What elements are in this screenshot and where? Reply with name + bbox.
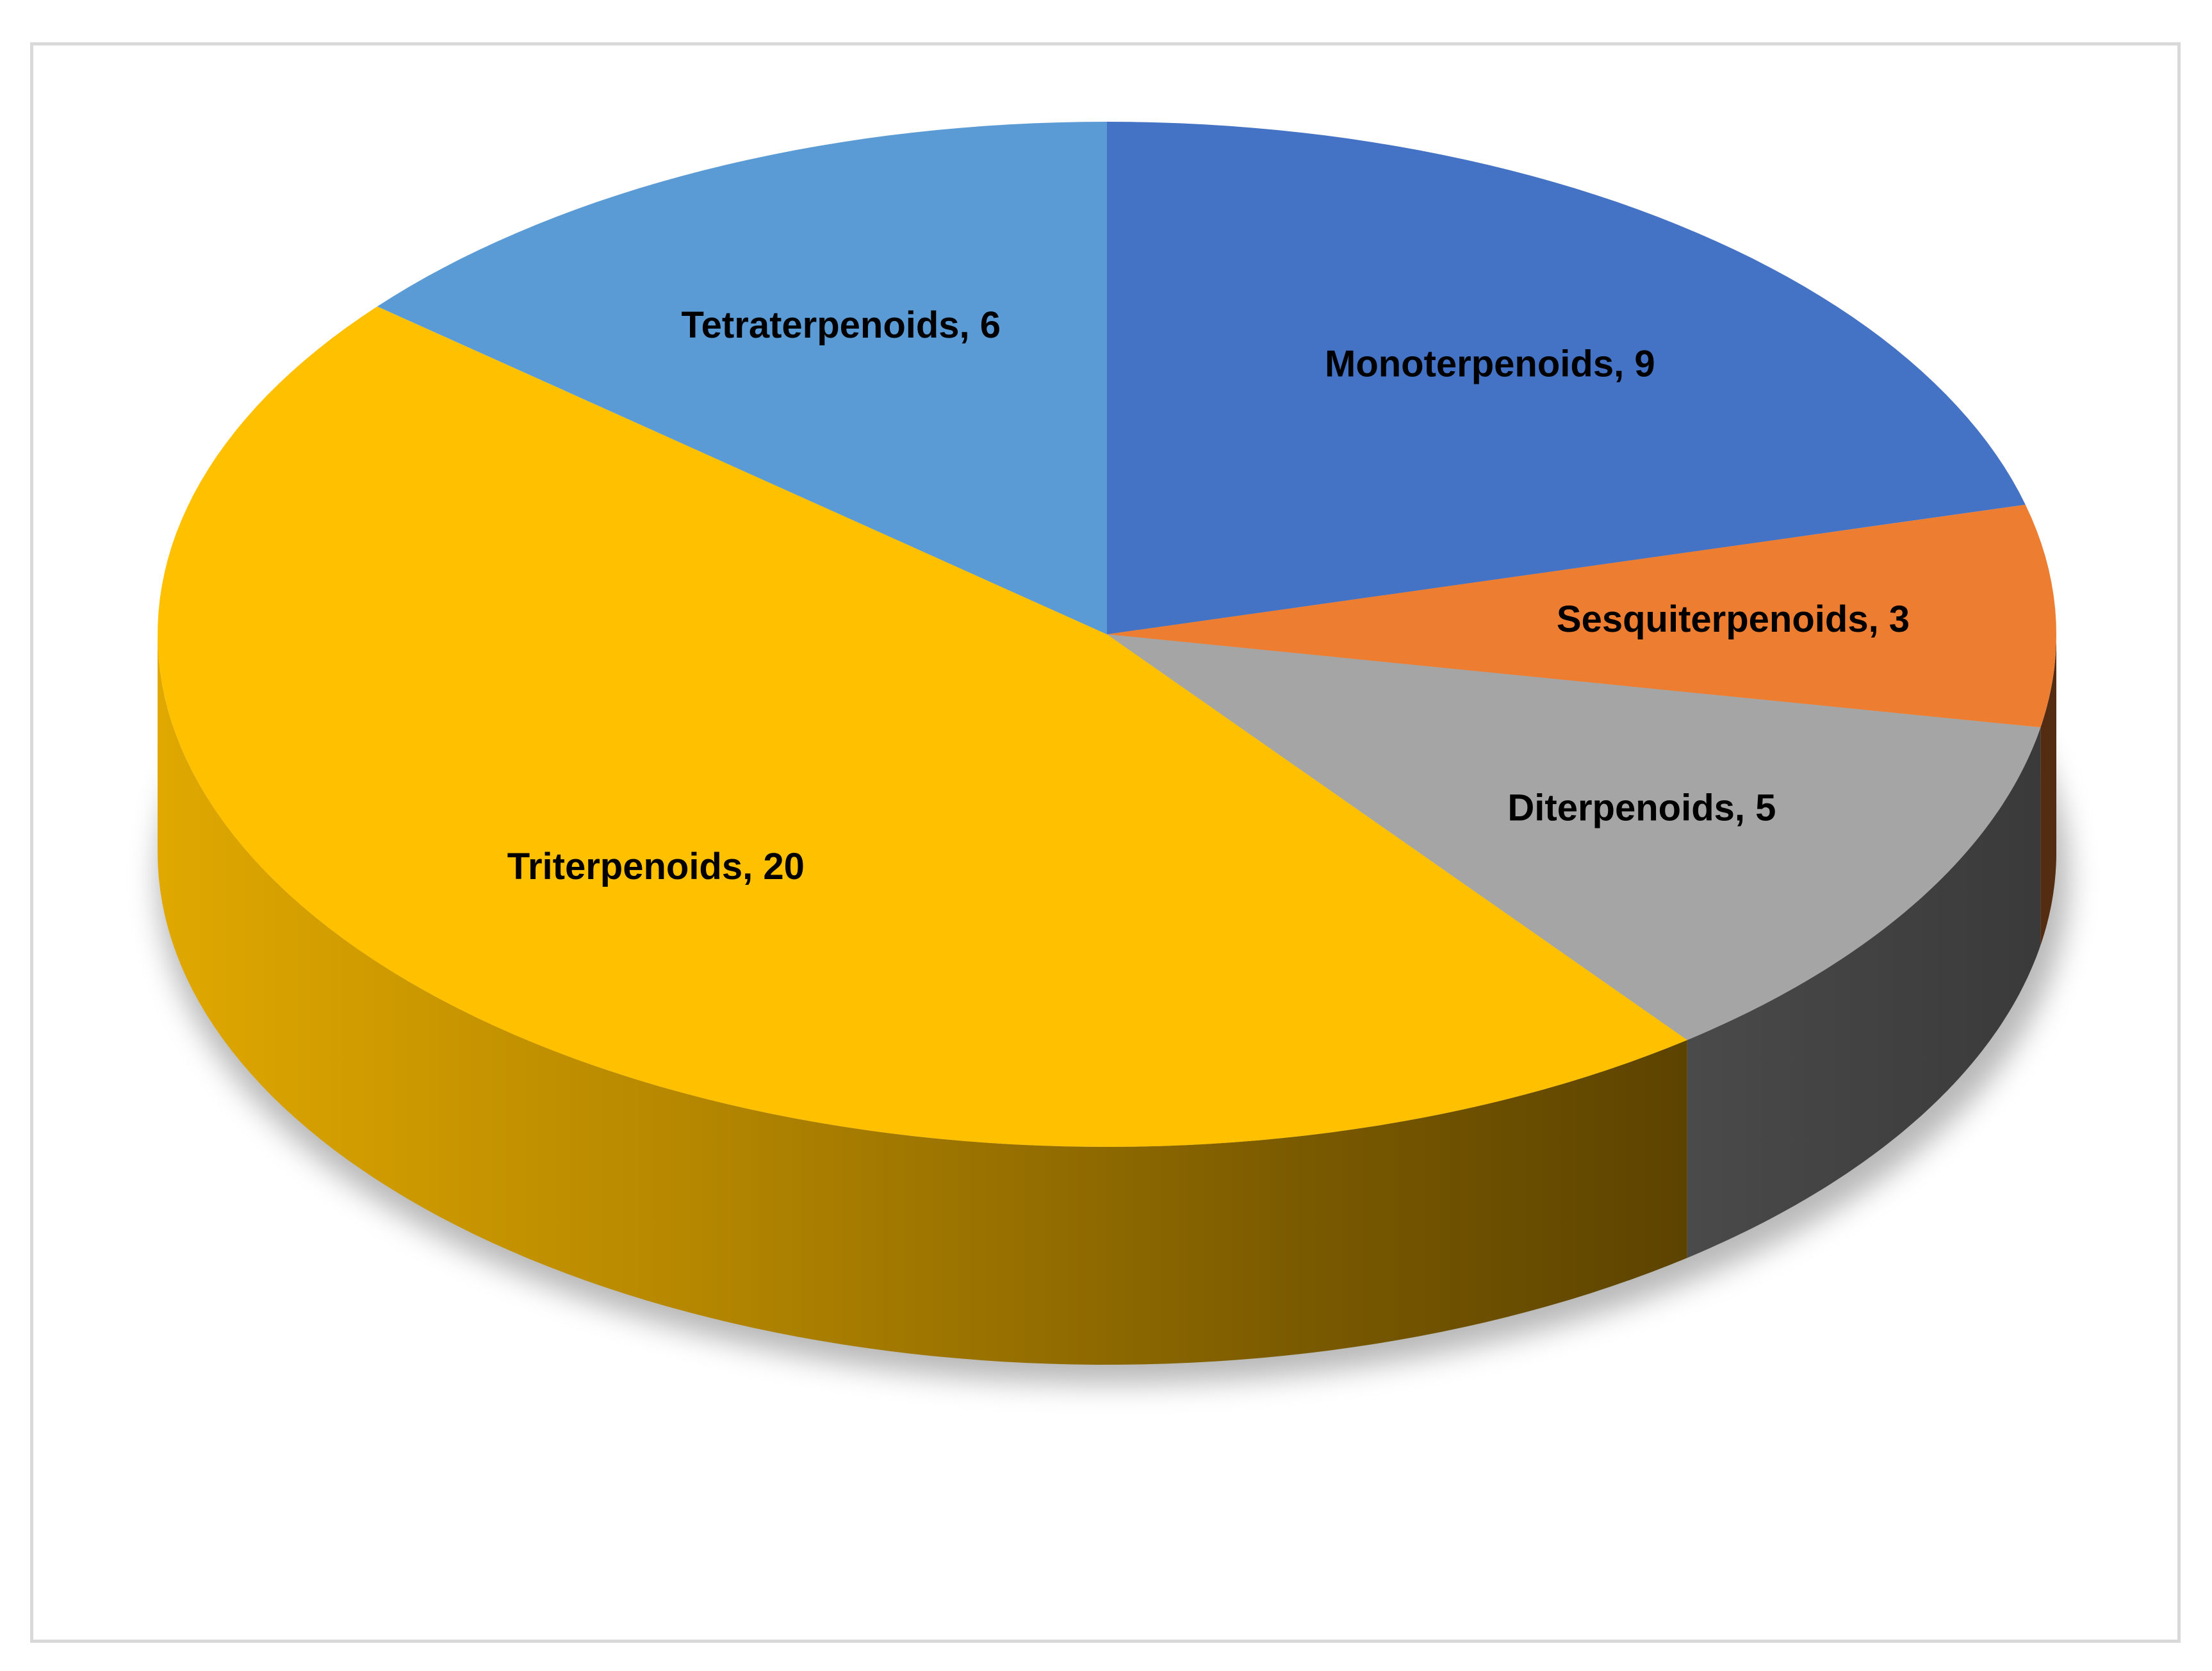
pie-side-diterpenoids [1687,727,2041,1258]
pie-slice-tetraterpenoids [377,122,1107,634]
pie-slice-triterpenoids [158,306,1687,1147]
data-label-tetraterpenoids: Tetraterpenoids, 6 [682,304,1001,346]
data-label-diterpenoids: Diterpenoids, 5 [1507,787,1776,828]
pie-slice-monoterpenoids [1107,122,2026,634]
pie-side-sesquiterpenoids [2040,634,2056,946]
pie-side-triterpenoids [158,634,1687,1365]
data-label-monoterpenoids: Monoterpenoids, 9 [1325,343,1655,384]
data-label-sesquiterpenoids: Sesquiterpenoids, 3 [1557,598,1910,640]
pie-slice-sesquiterpenoids [1107,504,2056,728]
pie-slice-diterpenoids [1107,634,2041,1041]
data-label-triterpenoids: Triterpenoids, 20 [507,846,805,887]
